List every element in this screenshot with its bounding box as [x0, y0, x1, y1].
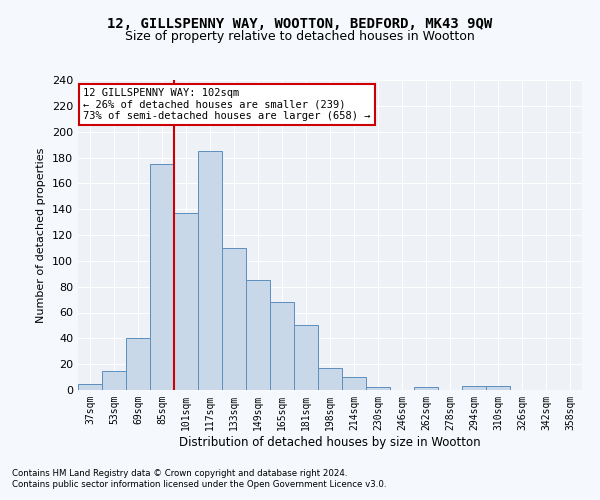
- Bar: [174, 213, 198, 390]
- Bar: [126, 338, 150, 390]
- X-axis label: Distribution of detached houses by size in Wootton: Distribution of detached houses by size …: [179, 436, 481, 448]
- Bar: [462, 386, 486, 390]
- Text: Contains public sector information licensed under the Open Government Licence v3: Contains public sector information licen…: [12, 480, 386, 489]
- Bar: [246, 280, 270, 390]
- Bar: [486, 386, 510, 390]
- Text: 12, GILLSPENNY WAY, WOOTTON, BEDFORD, MK43 9QW: 12, GILLSPENNY WAY, WOOTTON, BEDFORD, MK…: [107, 18, 493, 32]
- Bar: [414, 388, 438, 390]
- Bar: [318, 368, 342, 390]
- Bar: [366, 388, 390, 390]
- Bar: [150, 164, 174, 390]
- Text: 12 GILLSPENNY WAY: 102sqm
← 26% of detached houses are smaller (239)
73% of semi: 12 GILLSPENNY WAY: 102sqm ← 26% of detac…: [83, 88, 371, 121]
- Bar: [294, 326, 318, 390]
- Bar: [102, 370, 126, 390]
- Bar: [270, 302, 294, 390]
- Bar: [198, 151, 222, 390]
- Text: Contains HM Land Registry data © Crown copyright and database right 2024.: Contains HM Land Registry data © Crown c…: [12, 468, 347, 477]
- Bar: [222, 248, 246, 390]
- Bar: [342, 377, 366, 390]
- Bar: [78, 384, 102, 390]
- Y-axis label: Number of detached properties: Number of detached properties: [37, 148, 46, 322]
- Text: Size of property relative to detached houses in Wootton: Size of property relative to detached ho…: [125, 30, 475, 43]
